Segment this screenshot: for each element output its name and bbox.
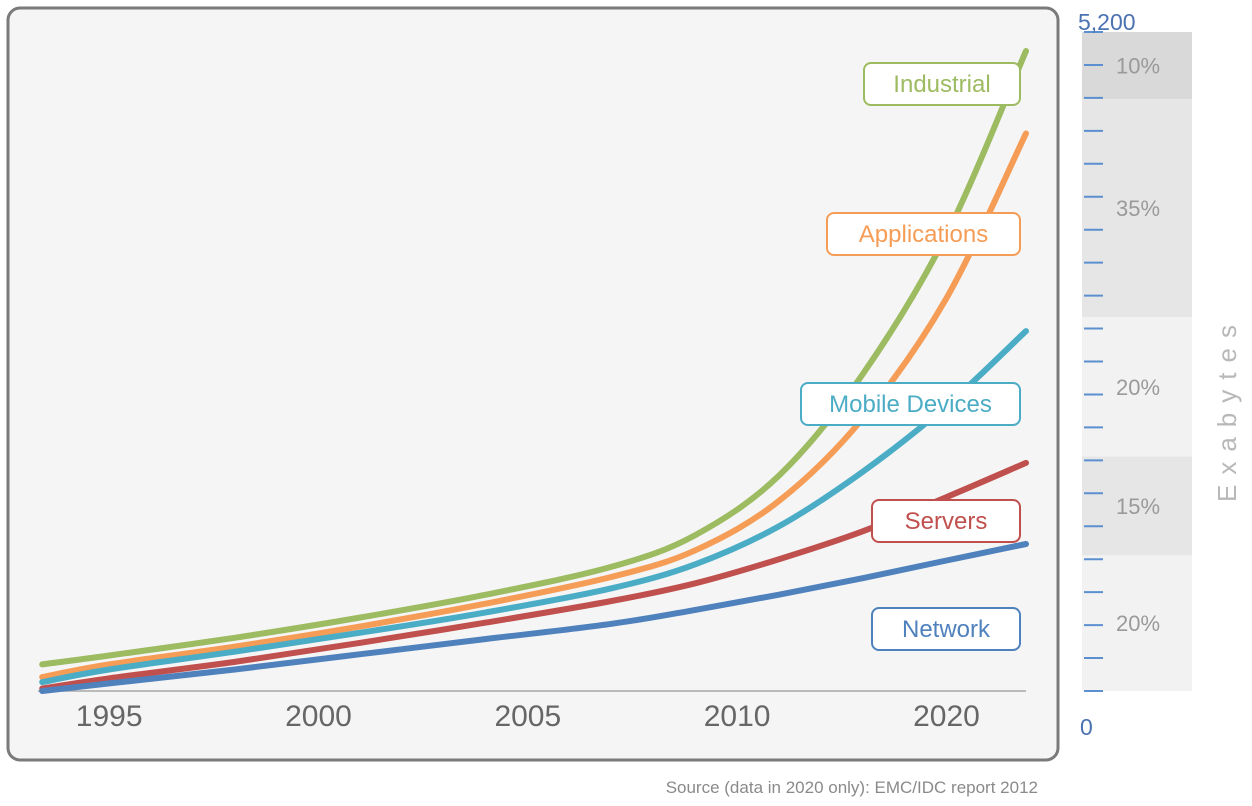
series-label-box-industrial bbox=[863, 62, 1021, 106]
share-segment-3 bbox=[1082, 456, 1192, 556]
y-min-label: 0 bbox=[1080, 714, 1093, 740]
x-tick-label-1995: 1995 bbox=[76, 700, 143, 733]
series-label-box-servers bbox=[871, 499, 1021, 543]
series-label-box-applications bbox=[826, 212, 1021, 256]
x-tick-label-2005: 2005 bbox=[494, 700, 561, 733]
series-label-applications: Applications bbox=[859, 221, 988, 248]
series-label-servers: Servers bbox=[905, 508, 988, 535]
share-segment-1 bbox=[1082, 99, 1192, 318]
y-max-label: 5,200 bbox=[1078, 9, 1136, 35]
share-segment-4 bbox=[1082, 555, 1192, 691]
series-line-applications bbox=[39, 130, 1029, 681]
series-label-mobile-devices: Mobile Devices bbox=[829, 391, 992, 418]
series-label-industrial: Industrial bbox=[893, 71, 990, 98]
share-segment-label-0: 10% bbox=[1116, 54, 1160, 79]
series-line-network bbox=[39, 541, 1029, 694]
series-lines bbox=[39, 48, 1029, 694]
share-bar: 10% 35% 20% 15% 20% bbox=[1082, 32, 1192, 691]
series-line-industrial bbox=[39, 48, 1029, 668]
plot-frame bbox=[6, 6, 1060, 762]
share-segment-label-1: 35% bbox=[1116, 196, 1160, 221]
series-label-box-network bbox=[871, 607, 1021, 651]
series-line-mobile-devices bbox=[39, 328, 1029, 686]
source-note: Source (data in 2020 only): EMC/IDC repo… bbox=[666, 778, 1038, 797]
x-tick-label-2020: 2020 bbox=[913, 700, 980, 733]
series-labels: Industrial Applications Mobile Devices Serv… bbox=[800, 62, 1021, 651]
share-segment-label-2: 20% bbox=[1116, 375, 1160, 400]
unit-label: Exabytes bbox=[1212, 315, 1242, 502]
x-tick-label-2010: 2010 bbox=[704, 700, 771, 733]
x-tick-labels: 1995 2000 2005 2010 2020 bbox=[76, 700, 980, 733]
series-label-box-mobile-devices bbox=[800, 382, 1021, 426]
y-axis-ticks bbox=[1084, 31, 1103, 692]
series-label-network: Network bbox=[902, 616, 991, 643]
share-segment-2 bbox=[1082, 317, 1192, 457]
share-segment-label-4: 20% bbox=[1116, 611, 1160, 636]
share-segment-label-3: 15% bbox=[1116, 494, 1160, 519]
x-tick-label-2000: 2000 bbox=[285, 700, 352, 733]
